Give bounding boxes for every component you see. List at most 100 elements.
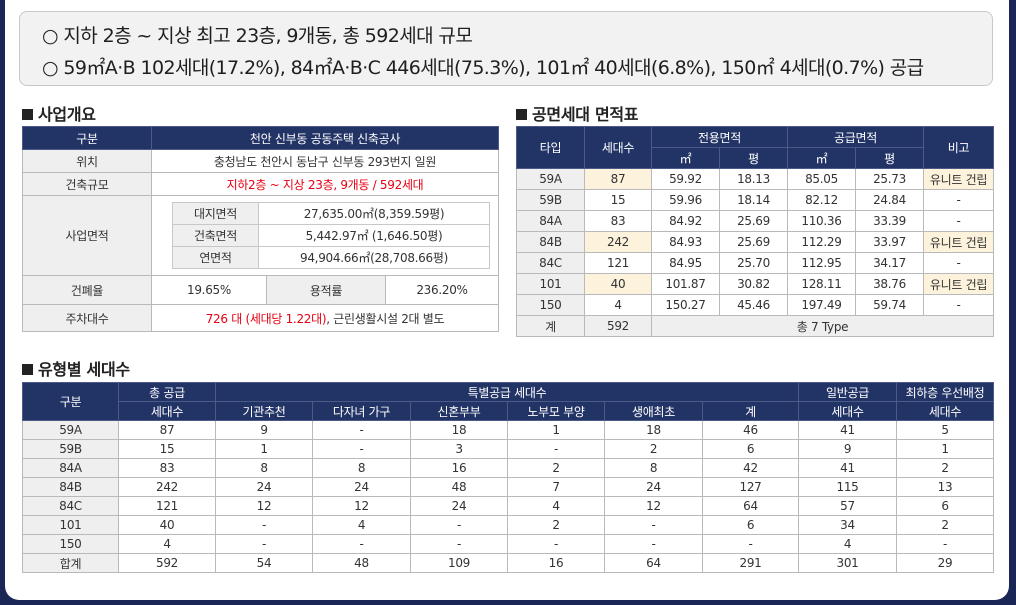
tc-cell: 42 xyxy=(701,458,800,478)
table-row: 59A 87 9-18 1 18 46 41 5 xyxy=(22,420,995,440)
ua-cell-exclusive-pyeong: 18.14 xyxy=(719,189,788,211)
ua-cell-count: 40 xyxy=(584,273,652,295)
tc-cell: 6 xyxy=(896,496,995,516)
tc-cell: 12 xyxy=(215,496,313,516)
tc-cell: - xyxy=(604,534,703,554)
ua-cell-note: - xyxy=(923,189,994,211)
tc-cell: - xyxy=(312,534,411,554)
tc-header-special-3: 노부모 부양 xyxy=(507,401,605,421)
square-bullet-icon xyxy=(22,364,33,375)
square-bullet-icon xyxy=(22,109,33,120)
location-value: 충청남도 천안시 동남구 신부동 293번지 일원 xyxy=(151,149,499,173)
square-bullet-icon xyxy=(516,109,527,120)
tc-cell: - xyxy=(410,534,508,554)
ua-cell-exclusive-pyeong: 45.46 xyxy=(719,294,788,316)
ua-cell-supply-pyeong: 33.39 xyxy=(855,210,924,232)
ua-cell-supply-pyeong: 33.97 xyxy=(855,231,924,253)
tc-cell: 84A xyxy=(22,458,119,478)
tc-cell: 34 xyxy=(798,515,898,535)
tc-cell: 6 xyxy=(701,515,800,535)
tc-header-general-2: 세대수 xyxy=(798,401,898,421)
tc-cell: 115 xyxy=(798,477,898,497)
tc-cell: 2 xyxy=(507,515,605,535)
tc-cell: 150 xyxy=(22,534,119,554)
ua-header-ex-py: 평 xyxy=(719,147,788,169)
unit-area-rows: 59A 87 59.92 18.13 85.05 25.73 유니트 건립 59B 15 59.9… xyxy=(516,168,994,316)
tc-cell: 2 xyxy=(896,515,995,535)
summary-line-1: ○ 지하 2층 ~ 지상 최고 23층, 9개동, 총 592세대 규모 xyxy=(42,25,473,47)
ua-cell-type: 101 xyxy=(516,273,585,295)
ua-cell-exclusive-m2: 59.96 xyxy=(651,189,720,211)
tc-cell: 12 xyxy=(604,496,703,516)
tc-cell: 2 xyxy=(604,439,703,459)
ua-total-types: 총 7 Type xyxy=(651,315,994,337)
overview-header-label: 구분 xyxy=(22,126,152,150)
floor-area-value: 94,904.66㎡(28,708.66평) xyxy=(258,246,490,269)
ua-cell-type: 84A xyxy=(516,210,585,232)
tc-cell: 9 xyxy=(215,420,313,440)
tc-cell: 48 xyxy=(410,477,508,497)
tc-cell: 7 xyxy=(507,477,605,497)
ua-cell-supply-m2: 112.29 xyxy=(787,231,856,253)
ua-header-ex-m2: ㎡ xyxy=(651,147,720,169)
ua-cell-note: 유니트 건립 xyxy=(923,231,994,253)
ua-cell-exclusive-m2: 84.93 xyxy=(651,231,720,253)
tc-cell: 1 xyxy=(507,420,605,440)
tc-cell: 41 xyxy=(798,458,898,478)
tc-cell: 29 xyxy=(896,553,995,573)
tc-header-special-4: 생애최초 xyxy=(604,401,703,421)
tc-cell: 5 xyxy=(896,420,995,440)
tc-cell: 59A xyxy=(22,420,119,440)
coverage-label: 건폐율 xyxy=(22,275,152,305)
table-row: 150 4- - - - - -4- xyxy=(22,534,995,554)
ua-header-exclusive: 전용면적 xyxy=(651,126,788,148)
tc-header-total-2: 세대수 xyxy=(118,401,216,421)
ua-total-count: 592 xyxy=(584,315,652,337)
ua-cell-count: 4 xyxy=(584,294,652,316)
parking-label: 주차대수 xyxy=(22,304,152,332)
overview-header-value: 천안 신부동 공동주택 신축공사 xyxy=(151,126,499,150)
ua-cell-count: 15 xyxy=(584,189,652,211)
table-row: 59A 87 59.92 18.13 85.05 25.73 유니트 건립 xyxy=(516,168,994,190)
tc-cell: 13 xyxy=(896,477,995,497)
scale-label: 건축규모 xyxy=(22,172,152,196)
ua-cell-type: 59A xyxy=(516,168,585,190)
tc-header-category: 구분 xyxy=(22,382,119,421)
tc-cell: 57 xyxy=(798,496,898,516)
tc-cell: 84C xyxy=(22,496,119,516)
ua-cell-supply-m2: 197.49 xyxy=(787,294,856,316)
table-row: 59B 15 1-3-2 6 9 1 xyxy=(22,439,995,459)
tc-cell: 16 xyxy=(507,553,605,573)
tc-cell: 2 xyxy=(507,458,605,478)
ua-cell-exclusive-pyeong: 25.69 xyxy=(719,231,788,253)
ua-cell-note: 유니트 건립 xyxy=(923,273,994,295)
coverage-value: 19.65% xyxy=(151,275,267,305)
ua-cell-note: - xyxy=(923,294,994,316)
tc-cell: 16 xyxy=(410,458,508,478)
ua-cell-exclusive-pyeong: 30.82 xyxy=(719,273,788,295)
unit-area-table: 타입 세대수 전용면적 공급면적 비고 ㎡ 평 ㎡ 평 59A 87 59.92 18… xyxy=(516,126,994,337)
table-row: 101 40-4-2-6 34 2 xyxy=(22,515,995,535)
far-value: 236.20% xyxy=(385,275,499,305)
ua-header-sup-m2: ㎡ xyxy=(787,147,856,169)
table-row: 84B 242 84.93 25.69 112.29 33.97 유니트 건립 xyxy=(516,231,994,253)
ua-header-count: 세대수 xyxy=(584,126,652,169)
table-row: 84A 83 8 8 16 2 8 42 41 2 xyxy=(22,458,995,478)
parking-count: 726 대 (세대당 1.22대) xyxy=(205,311,327,326)
tc-header-general-1: 일반공급 xyxy=(798,382,898,402)
ua-cell-supply-pyeong: 25.73 xyxy=(855,168,924,190)
tc-cell: 1 xyxy=(896,439,995,459)
tc-cell: 592 xyxy=(118,553,216,573)
tc-cell: 3 xyxy=(410,439,508,459)
tc-cell: 24 xyxy=(215,477,313,497)
tc-cell: 64 xyxy=(604,553,703,573)
scale-value: 지하2층 ~ 지상 23층, 9개동 / 592세대 xyxy=(151,172,499,196)
tc-header-special-2: 신혼부부 xyxy=(410,401,508,421)
ua-cell-supply-pyeong: 24.84 xyxy=(855,189,924,211)
ua-cell-type: 84C xyxy=(516,252,585,274)
tc-cell: 40 xyxy=(118,515,216,535)
tc-cell: - xyxy=(507,439,605,459)
tc-cell: - xyxy=(215,515,313,535)
ua-cell-supply-pyeong: 59.74 xyxy=(855,294,924,316)
ua-cell-supply-m2: 112.95 xyxy=(787,252,856,274)
